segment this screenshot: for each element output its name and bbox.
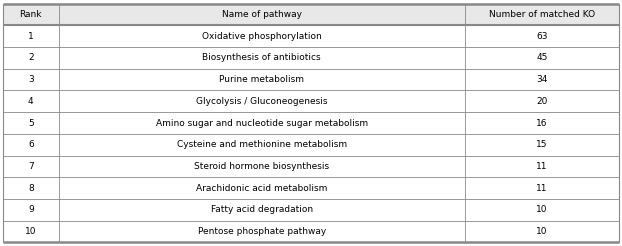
Text: 9: 9 xyxy=(28,205,34,214)
Text: 10: 10 xyxy=(536,205,547,214)
Text: Arachidonic acid metabolism: Arachidonic acid metabolism xyxy=(196,184,327,193)
Bar xyxy=(58,177,465,199)
Text: 15: 15 xyxy=(536,140,547,149)
Text: 20: 20 xyxy=(536,97,547,106)
Text: 10: 10 xyxy=(536,227,547,236)
Bar xyxy=(58,69,465,91)
Bar xyxy=(3,91,58,112)
Text: Purine metabolism: Purine metabolism xyxy=(219,75,304,84)
Text: 45: 45 xyxy=(536,53,547,62)
Bar xyxy=(3,199,58,221)
Bar xyxy=(58,155,465,177)
Bar xyxy=(58,4,465,25)
Bar xyxy=(3,112,58,134)
Bar xyxy=(58,199,465,221)
Bar xyxy=(3,134,58,155)
Text: Amino sugar and nucleotide sugar metabolism: Amino sugar and nucleotide sugar metabol… xyxy=(156,119,368,127)
Text: 5: 5 xyxy=(28,119,34,127)
Text: 2: 2 xyxy=(28,53,34,62)
Bar xyxy=(465,199,619,221)
Bar xyxy=(3,155,58,177)
Text: 63: 63 xyxy=(536,32,547,41)
Bar xyxy=(3,69,58,91)
Bar xyxy=(58,221,465,242)
Bar xyxy=(465,25,619,47)
Bar xyxy=(58,91,465,112)
Text: 11: 11 xyxy=(536,162,547,171)
Bar xyxy=(465,112,619,134)
Bar xyxy=(465,47,619,69)
Bar xyxy=(465,221,619,242)
Bar xyxy=(465,155,619,177)
Text: 1: 1 xyxy=(28,32,34,41)
Bar xyxy=(465,69,619,91)
Text: Pentose phosphate pathway: Pentose phosphate pathway xyxy=(198,227,326,236)
Text: Fatty acid degradation: Fatty acid degradation xyxy=(211,205,313,214)
Bar xyxy=(465,91,619,112)
Bar xyxy=(465,177,619,199)
Bar xyxy=(3,25,58,47)
Text: 6: 6 xyxy=(28,140,34,149)
Text: 34: 34 xyxy=(536,75,547,84)
Text: Number of matched KO: Number of matched KO xyxy=(489,10,595,19)
Bar xyxy=(58,134,465,155)
Bar xyxy=(3,221,58,242)
Text: 16: 16 xyxy=(536,119,547,127)
Bar xyxy=(3,177,58,199)
Text: Cysteine and methionine metabolism: Cysteine and methionine metabolism xyxy=(177,140,347,149)
Text: 7: 7 xyxy=(28,162,34,171)
Bar xyxy=(58,112,465,134)
Bar xyxy=(3,4,58,25)
Bar xyxy=(58,47,465,69)
Bar xyxy=(58,25,465,47)
Bar xyxy=(465,4,619,25)
Text: Oxidative phosphorylation: Oxidative phosphorylation xyxy=(202,32,322,41)
Text: 11: 11 xyxy=(536,184,547,193)
Text: Steroid hormone biosynthesis: Steroid hormone biosynthesis xyxy=(194,162,329,171)
Text: 8: 8 xyxy=(28,184,34,193)
Text: 10: 10 xyxy=(25,227,37,236)
Text: Glycolysis / Gluconeogenesis: Glycolysis / Gluconeogenesis xyxy=(196,97,328,106)
Text: Name of pathway: Name of pathway xyxy=(221,10,302,19)
Text: 4: 4 xyxy=(28,97,34,106)
Bar xyxy=(3,47,58,69)
Text: 3: 3 xyxy=(28,75,34,84)
Text: Biosynthesis of antibiotics: Biosynthesis of antibiotics xyxy=(202,53,321,62)
Text: Rank: Rank xyxy=(19,10,42,19)
Bar xyxy=(465,134,619,155)
